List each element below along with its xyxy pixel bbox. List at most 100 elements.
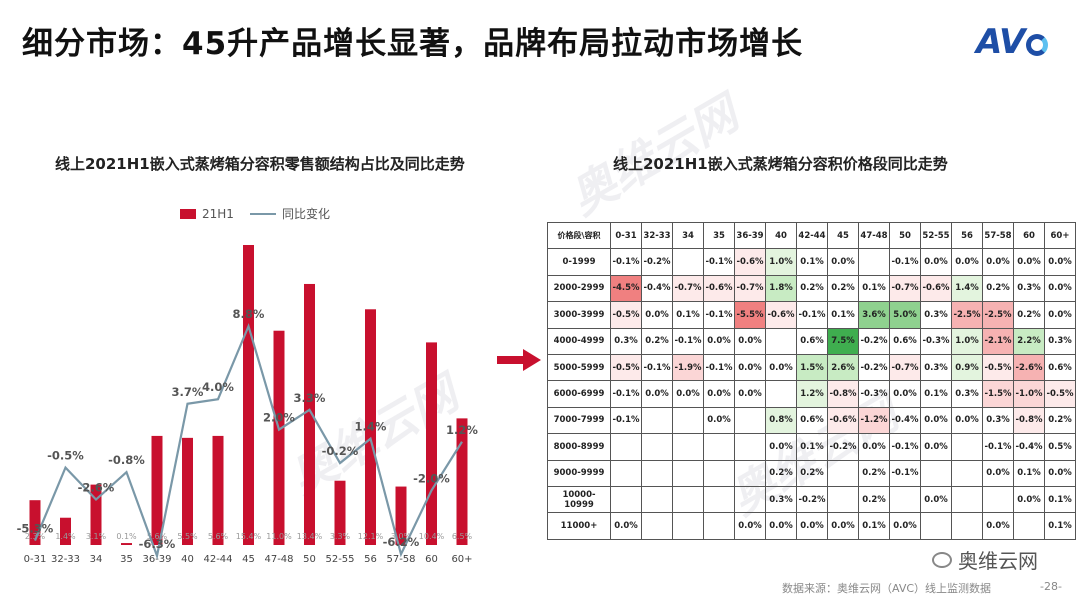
column-header: 34 xyxy=(672,221,704,250)
table-cell: 3.6% xyxy=(858,301,890,329)
table-cell xyxy=(734,433,766,461)
row-header: 0-1999 xyxy=(547,248,611,276)
table-cell: 0.1% xyxy=(796,433,828,461)
table-cell: -0.2% xyxy=(641,248,673,276)
table-row: 6000-6999 -0.1% 0.0% 0.0% 0.0% 0.0% 1.2% -0.8% -… xyxy=(547,380,1076,408)
table-cell: 5.0% xyxy=(889,301,921,329)
column-header: 35 xyxy=(703,221,735,250)
table-cell: 1.2% xyxy=(796,380,828,408)
bar xyxy=(182,437,193,545)
bar-data-label: 5.6% xyxy=(147,532,168,541)
table-cell: -0.8% xyxy=(827,380,859,408)
table-cell: 0.0% xyxy=(858,433,890,461)
table-cell xyxy=(641,485,673,514)
table-cell: 0.6% xyxy=(796,406,828,435)
bar-data-label: 3.3% xyxy=(330,532,351,541)
table-cell: 0.0% xyxy=(1044,459,1076,487)
price-volume-table: 价格段\容积 0-31 32-33 34 35 36-39 40 42-44 45 47-48 50… xyxy=(547,221,1076,540)
table-header-row: 价格段\容积 0-31 32-33 34 35 36-39 40 42-44 45 47-48 50… xyxy=(547,221,1076,250)
table-cell: 0.2% xyxy=(796,459,828,487)
table-cell: -0.5% xyxy=(982,353,1014,382)
x-tick-label: 47-48 xyxy=(264,554,293,565)
bar-data-label: 5.6% xyxy=(208,532,229,541)
table-cell: -0.1% xyxy=(610,380,642,408)
table-cell: 0.2% xyxy=(765,459,797,487)
page-number: -28- xyxy=(1040,580,1062,593)
x-tick-label: 42-44 xyxy=(203,554,232,565)
x-tick-label: 36-39 xyxy=(142,554,171,565)
table-cell xyxy=(734,406,766,435)
table-title: 线上2021H1嵌入式蒸烤箱分容积价格段同比走势 xyxy=(613,155,948,173)
table-cell xyxy=(827,485,859,514)
table-cell: 2.2% xyxy=(1013,327,1045,355)
table-cell: -0.5% xyxy=(610,353,642,382)
table-cell xyxy=(672,406,704,435)
table-cell: 0.0% xyxy=(734,327,766,355)
table-cell: 0.3% xyxy=(1044,327,1076,355)
table-cell: 0.1% xyxy=(858,512,890,540)
x-tick-label: 45 xyxy=(242,554,255,565)
table-cell: 0.0% xyxy=(765,512,797,540)
column-header: 40 xyxy=(765,221,797,250)
table-cell xyxy=(951,512,983,540)
table-cell: 0.0% xyxy=(1044,274,1076,303)
table-cell: -0.1% xyxy=(796,301,828,329)
table-cell xyxy=(672,459,704,487)
table-cell xyxy=(765,327,797,355)
table-cell: 0.2% xyxy=(858,485,890,514)
row-header: 4000-4999 xyxy=(547,327,611,355)
line-data-label: -0.2% xyxy=(322,444,359,458)
bar-data-label: 0.1% xyxy=(116,532,137,541)
line-data-label: -0.8% xyxy=(108,453,145,467)
table-corner-header: 价格段\容积 xyxy=(547,221,611,250)
table-cell: 0.3% xyxy=(982,406,1014,435)
bar-data-label: 5.5% xyxy=(177,532,198,541)
table-cell: 0.0% xyxy=(1013,248,1045,276)
table-cell xyxy=(1013,512,1045,540)
column-header: 36-39 xyxy=(734,221,766,250)
table-cell xyxy=(610,433,642,461)
bar-chart-title: 线上2021H1嵌入式蒸烤箱分容积零售额结构占比及同比走势 xyxy=(55,155,465,173)
bar xyxy=(29,500,41,545)
x-tick-label: 57-58 xyxy=(386,554,415,565)
table-cell: 1.8% xyxy=(765,274,797,303)
table-cell: 0.6% xyxy=(889,327,921,355)
legend-line-swatch xyxy=(249,212,276,215)
table-cell: -2.5% xyxy=(982,301,1014,329)
table-cell: 0.0% xyxy=(672,380,704,408)
table-cell: 0.0% xyxy=(920,248,952,276)
table-cell: -0.1% xyxy=(672,327,704,355)
table-cell: 1.4% xyxy=(951,274,983,303)
table-cell xyxy=(703,433,735,461)
x-tick-label: 32-33 xyxy=(51,554,80,565)
table-cell: 0.1% xyxy=(827,301,859,329)
table-cell xyxy=(641,406,673,435)
table-cell: 0.0% xyxy=(889,380,921,408)
table-cell xyxy=(734,459,766,487)
table-cell: 0.2% xyxy=(827,274,859,303)
column-header: 47-48 xyxy=(858,221,890,250)
bar xyxy=(243,245,254,545)
x-tick-label: 0-31 xyxy=(24,554,47,565)
line-data-label: -6.3% xyxy=(139,537,176,551)
table-cell: 0.0% xyxy=(641,380,673,408)
table-cell: 0.0% xyxy=(1044,248,1076,276)
bar xyxy=(151,435,163,545)
column-header: 50 xyxy=(889,221,921,250)
table-cell: -0.4% xyxy=(641,274,673,303)
row-header: 8000-8999 xyxy=(547,433,611,461)
bar-data-label: 1.4% xyxy=(55,532,76,541)
table-cell: -0.1% xyxy=(641,353,673,382)
table-cell: -0.7% xyxy=(889,274,921,303)
bar-data-label: 3.1% xyxy=(86,532,107,541)
line-data-label: 4.0% xyxy=(202,380,234,394)
bar-data-label: 11.0% xyxy=(266,532,292,541)
table-cell: 0.0% xyxy=(734,380,766,408)
table-cell: 0.6% xyxy=(796,327,828,355)
line-data-label: 1.2% xyxy=(446,423,478,437)
table-cell: 0.0% xyxy=(703,406,735,435)
table-row: 3000-3999 -0.5% 0.0% 0.1% -0.1% -5.5% -0.6% -0.… xyxy=(547,301,1076,329)
table-cell: 0.0% xyxy=(920,485,952,514)
bar-data-label: 15.4% xyxy=(236,532,262,541)
table-cell: 0.0% xyxy=(982,248,1014,276)
